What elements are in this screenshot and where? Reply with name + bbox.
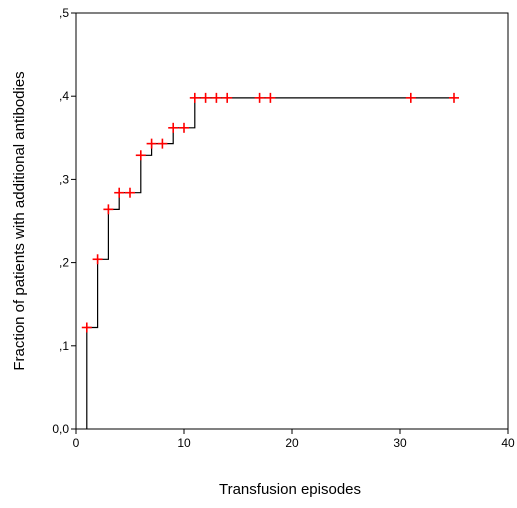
censor-marker: [254, 92, 265, 103]
y-tick-label: ,4: [59, 89, 69, 103]
x-tick-label: 0: [73, 436, 80, 450]
y-tick-label: 0,0: [52, 422, 69, 436]
censor-marker: [81, 322, 92, 333]
y-axis-ticks: 0,0 ,1 ,2 ,3 ,4 ,5: [52, 6, 76, 436]
plot-frame: [75, 12, 509, 430]
censor-marker: [125, 187, 135, 198]
y-tick-label: ,2: [59, 256, 69, 270]
censor-marker: [211, 92, 222, 103]
censor-marker: [265, 92, 276, 103]
censor-marker: [92, 254, 103, 265]
y-axis-title: Fraction of patients with additional ant…: [11, 71, 28, 370]
censor-marker: [189, 92, 200, 103]
censor-marker: [114, 187, 125, 198]
y-tick-label: ,3: [59, 172, 69, 186]
y-tick-label: ,5: [59, 6, 69, 20]
censor-marker: [405, 92, 416, 103]
censor-marker: [146, 138, 157, 149]
marker-layer: [81, 92, 459, 333]
censor-marker: [449, 92, 459, 103]
x-tick-label: 40: [501, 436, 515, 450]
censor-marker: [222, 92, 233, 103]
plot-border: [75, 12, 509, 430]
censor-marker: [135, 150, 146, 161]
censor-marker: [179, 122, 189, 133]
censor-marker: [103, 204, 114, 215]
cumulative-incidence-line: [86, 97, 454, 429]
x-tick-label: 20: [285, 436, 299, 450]
censor-marker: [168, 122, 179, 133]
x-axis-ticks: 0 10 20 30 40: [73, 429, 515, 450]
censor-marker: [200, 92, 211, 103]
x-tick-label: 10: [177, 436, 191, 450]
x-axis-title: Transfusion episodes: [219, 481, 361, 498]
y-tick-label: ,1: [59, 339, 69, 353]
censor-marker: [157, 138, 168, 149]
x-tick-label: 30: [393, 436, 407, 450]
series-layer: [86, 97, 454, 429]
